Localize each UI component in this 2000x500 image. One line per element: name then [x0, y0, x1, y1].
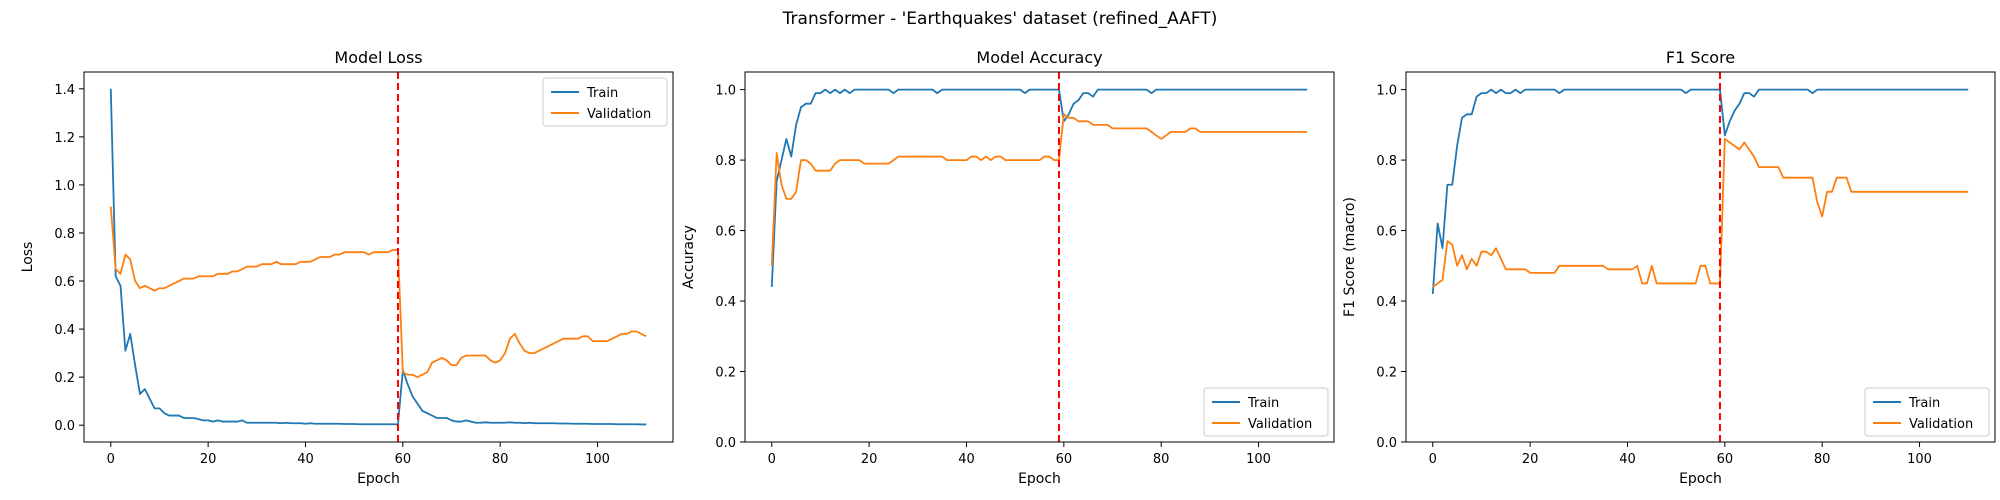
- x-tick-label: 60: [395, 452, 412, 467]
- x-tick-label: 40: [297, 452, 314, 467]
- legend-label-train: Train: [1247, 396, 1279, 411]
- legend-label-train: Train: [1908, 396, 1940, 411]
- chart-title: F1 Score: [1666, 48, 1735, 67]
- y-tick-label: 0.4: [1376, 295, 1397, 310]
- x-tick-label: 0: [768, 452, 776, 467]
- y-tick-label: 0.8: [1376, 154, 1397, 169]
- y-tick-label: 0.0: [715, 436, 736, 451]
- legend-label-validation: Validation: [1248, 417, 1312, 432]
- series-line-validation: [109, 206, 647, 379]
- y-tick-label: 1.0: [54, 179, 75, 194]
- y-tick-label: 0.8: [54, 227, 75, 242]
- x-tick-label: 20: [861, 452, 878, 467]
- y-tick-label: 0.4: [715, 295, 736, 310]
- y-tick-label: 0.8: [715, 154, 736, 169]
- legend: Train Validation: [1864, 387, 1990, 437]
- x-tick-label: 20: [200, 452, 217, 467]
- x-tick-label: 60: [1056, 452, 1073, 467]
- x-tick-label: 100: [585, 452, 610, 467]
- y-tick-label: 1.0: [1376, 84, 1397, 99]
- x-axis-label: Epoch: [357, 471, 400, 487]
- y-tick-label: 0.0: [54, 419, 75, 434]
- x-tick-label: 80: [1814, 452, 1831, 467]
- y-axis-label: Loss: [20, 242, 36, 273]
- legend: Train Validation: [1203, 387, 1329, 437]
- chart-panel-3: F1 Score 0 20 40 60 80 100 0.0 0.2 0.4 0.6 0.8 1.0 Ep…: [1342, 48, 1996, 487]
- y-tick-label: 0.2: [1376, 366, 1397, 381]
- y-tick-label: 0.4: [54, 323, 75, 338]
- x-axis-label: Epoch: [1018, 471, 1061, 487]
- y-tick-label: 1.4: [54, 83, 75, 98]
- x-tick-label: 80: [1153, 452, 1170, 467]
- chart-panel-2: Model Accuracy 0 20 40 60 80 100 0.0 0.2 0.4 0.6 0.…: [681, 48, 1335, 487]
- legend-label-validation: Validation: [587, 107, 651, 122]
- plot-frame: [744, 71, 1335, 443]
- y-tick-label: 0.6: [54, 275, 75, 290]
- x-tick-label: 100: [1246, 452, 1271, 467]
- legend: Train Validation: [542, 77, 668, 127]
- series-line-train: [770, 88, 1308, 287]
- legend-label-validation: Validation: [1909, 417, 1973, 432]
- x-tick-label: 0: [1429, 452, 1437, 467]
- plot-frame: [1405, 71, 1996, 443]
- y-tick-label: 1.2: [54, 131, 75, 146]
- chart-title: Model Loss: [334, 48, 422, 67]
- y-axis-label: F1 Score (macro): [1342, 197, 1358, 317]
- x-tick-label: 20: [1522, 452, 1539, 467]
- plot-frame: [83, 71, 674, 443]
- x-axis-label: Epoch: [1679, 471, 1722, 487]
- y-tick-label: 0.2: [715, 366, 736, 381]
- x-tick-label: 40: [958, 452, 975, 467]
- figure-suptitle: Transformer - 'Earthquakes' dataset (ref…: [782, 9, 1218, 29]
- series-line-train: [1431, 88, 1969, 295]
- chart-title: Model Accuracy: [976, 48, 1102, 67]
- legend-label-train: Train: [586, 86, 618, 101]
- y-tick-label: 0.6: [1376, 225, 1397, 240]
- x-tick-label: 80: [492, 452, 509, 467]
- y-tick-label: 1.0: [715, 84, 736, 99]
- chart-panel-1: Model Loss 0 20 40 60 80 100 0.0 0.2 0.4 0.6 0.8 1.0…: [20, 48, 674, 487]
- x-tick-label: 100: [1907, 452, 1932, 467]
- x-tick-label: 60: [1717, 452, 1734, 467]
- x-tick-label: 40: [1619, 452, 1636, 467]
- y-tick-label: 0.0: [1376, 436, 1397, 451]
- series-line-train: [109, 88, 647, 426]
- y-tick-label: 0.2: [54, 371, 75, 386]
- y-axis-label: Accuracy: [681, 225, 697, 289]
- series-line-validation: [1432, 138, 1969, 288]
- y-tick-label: 0.6: [715, 225, 736, 240]
- series-line-validation: [770, 113, 1308, 266]
- x-tick-label: 0: [107, 452, 115, 467]
